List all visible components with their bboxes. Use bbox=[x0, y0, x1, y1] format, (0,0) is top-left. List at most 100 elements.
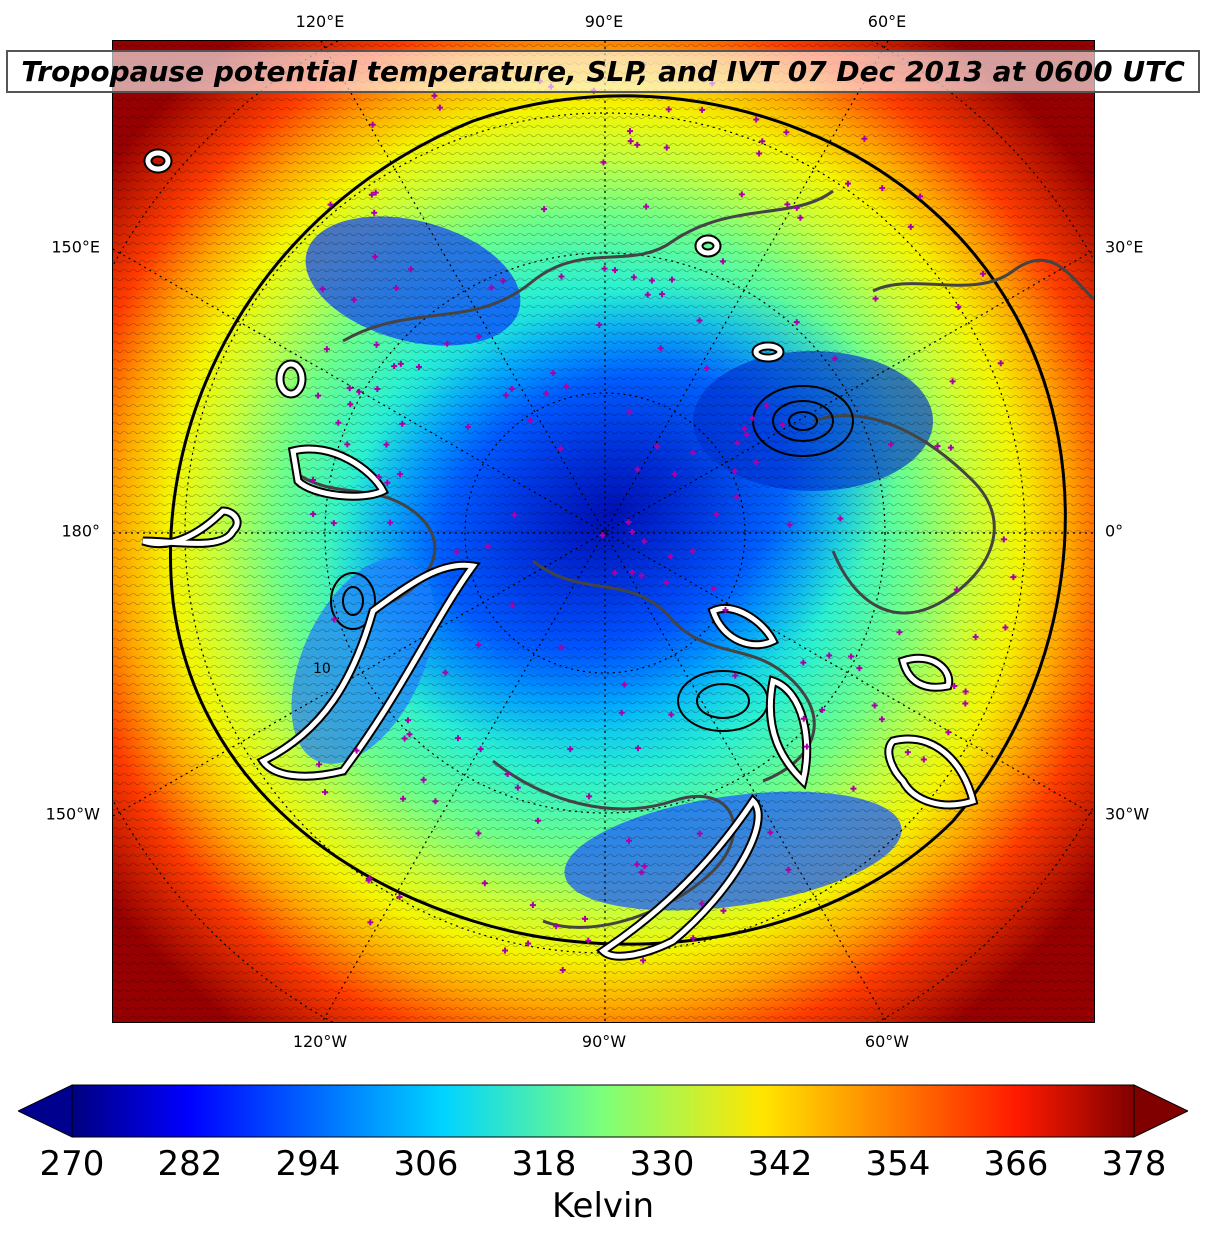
station-marker bbox=[690, 450, 697, 457]
station-marker bbox=[641, 538, 648, 545]
station-marker bbox=[316, 761, 323, 768]
station-marker bbox=[529, 902, 536, 909]
colorbar-extend-low bbox=[18, 1084, 73, 1138]
station-marker bbox=[393, 284, 400, 291]
lon-label-30w: 30°W bbox=[1105, 804, 1150, 824]
station-marker bbox=[803, 743, 810, 750]
station-marker bbox=[436, 104, 443, 111]
station-marker bbox=[663, 579, 670, 586]
station-marker bbox=[665, 106, 672, 113]
colorbar-tick-label: 294 bbox=[275, 1144, 341, 1184]
station-marker bbox=[368, 191, 375, 198]
station-marker bbox=[797, 214, 804, 221]
station-marker bbox=[848, 653, 855, 660]
station-marker bbox=[826, 652, 833, 659]
station-marker bbox=[454, 548, 461, 555]
station-marker bbox=[353, 747, 360, 754]
station-marker bbox=[374, 385, 381, 392]
station-marker bbox=[871, 702, 878, 709]
station-marker bbox=[879, 185, 886, 192]
station-marker bbox=[310, 511, 317, 518]
station-marker bbox=[559, 966, 566, 973]
station-marker bbox=[759, 138, 766, 145]
station-marker bbox=[800, 715, 807, 722]
station-marker bbox=[407, 266, 414, 273]
station-marker bbox=[527, 417, 534, 424]
station-marker bbox=[553, 923, 560, 930]
station-marker bbox=[502, 392, 509, 399]
station-marker bbox=[696, 830, 703, 837]
station-marker bbox=[753, 116, 760, 123]
lon-label-90e: 90°E bbox=[584, 12, 624, 31]
station-marker bbox=[667, 553, 674, 560]
station-marker bbox=[644, 291, 651, 298]
station-marker bbox=[625, 837, 632, 844]
map-canvas: 10 bbox=[113, 41, 1094, 1022]
colorbar-tick-label: 330 bbox=[629, 1144, 695, 1184]
station-marker bbox=[596, 321, 603, 328]
station-marker bbox=[582, 915, 588, 922]
station-marker bbox=[371, 209, 378, 216]
station-marker bbox=[641, 863, 648, 870]
station-marker bbox=[668, 276, 675, 283]
lon-label-150w: 150°W bbox=[45, 804, 100, 824]
station-marker bbox=[738, 191, 745, 198]
station-marker bbox=[508, 385, 515, 392]
station-marker bbox=[850, 785, 857, 792]
colorbar-tick-label: 366 bbox=[983, 1144, 1049, 1184]
station-marker bbox=[404, 717, 411, 724]
station-marker bbox=[972, 633, 979, 640]
station-marker bbox=[744, 431, 751, 438]
station-marker bbox=[953, 586, 960, 593]
station-marker bbox=[634, 466, 641, 473]
station-marker bbox=[741, 425, 748, 432]
station-marker bbox=[444, 340, 451, 347]
station-marker bbox=[749, 415, 756, 422]
theta-contours bbox=[113, 41, 1094, 1022]
station-marker bbox=[401, 735, 408, 742]
station-marker bbox=[387, 519, 394, 526]
station-marker bbox=[752, 459, 759, 466]
station-marker bbox=[618, 709, 625, 716]
station-marker bbox=[783, 129, 790, 136]
colorbar-tick-label: 342 bbox=[747, 1144, 813, 1184]
station-marker bbox=[511, 512, 518, 519]
station-marker bbox=[668, 711, 675, 718]
station-marker bbox=[406, 731, 413, 738]
station-marker bbox=[327, 201, 334, 208]
colorbar-tick-label: 354 bbox=[865, 1144, 931, 1184]
station-marker bbox=[793, 319, 800, 326]
station-marker bbox=[979, 270, 986, 277]
station-marker bbox=[856, 665, 863, 672]
station-marker bbox=[920, 756, 927, 763]
station-marker bbox=[477, 746, 484, 753]
station-marker bbox=[945, 729, 952, 736]
station-marker bbox=[396, 471, 403, 478]
graticule bbox=[113, 41, 1094, 1022]
station-marker bbox=[621, 681, 628, 688]
station-marker bbox=[550, 370, 557, 377]
station-marker bbox=[567, 746, 574, 753]
station-marker bbox=[399, 420, 406, 427]
station-marker bbox=[800, 659, 807, 666]
station-marker bbox=[689, 548, 696, 555]
station-marker bbox=[896, 629, 903, 636]
station-marker bbox=[722, 606, 729, 613]
station-marker bbox=[710, 585, 717, 592]
station-marker bbox=[558, 273, 565, 280]
station-marker bbox=[887, 441, 894, 448]
lon-label-120e: 120°E bbox=[295, 12, 345, 31]
station-marker bbox=[638, 869, 645, 876]
station-marker bbox=[391, 363, 398, 370]
station-marker bbox=[819, 706, 826, 713]
station-marker bbox=[837, 515, 844, 522]
station-marker bbox=[415, 364, 422, 371]
station-marker bbox=[383, 441, 390, 448]
station-marker bbox=[375, 474, 382, 481]
station-marker bbox=[397, 360, 404, 367]
station-marker bbox=[502, 947, 509, 954]
station-marker bbox=[420, 776, 427, 783]
station-marker bbox=[785, 866, 792, 873]
station-marker bbox=[431, 92, 438, 99]
station-marker bbox=[475, 642, 482, 649]
